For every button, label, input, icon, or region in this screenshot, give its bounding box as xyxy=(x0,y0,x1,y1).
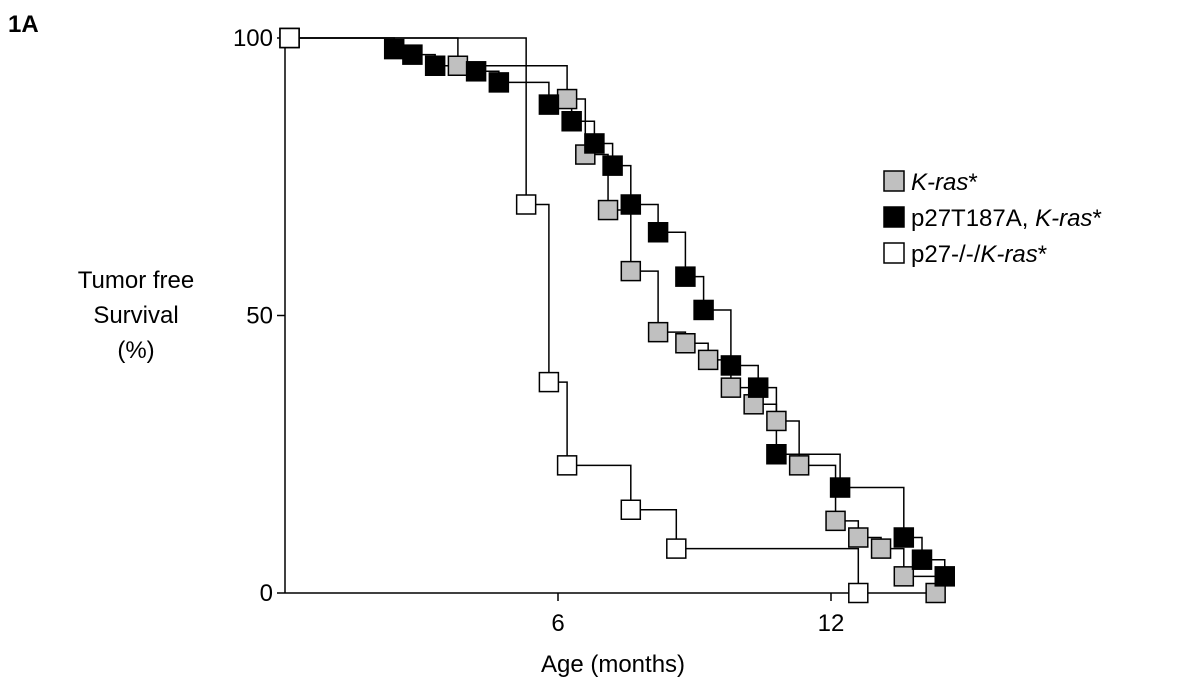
x-tick-label: 6 xyxy=(551,610,564,637)
series-2-marker xyxy=(766,444,787,465)
series-1-marker xyxy=(766,410,787,432)
series-2-marker xyxy=(488,72,510,93)
series-2-marker xyxy=(893,527,915,548)
series-2-marker xyxy=(465,61,487,82)
series-1-marker xyxy=(720,377,742,398)
series-3-marker xyxy=(515,194,537,215)
legend-label-3: p27-/-/K-ras* xyxy=(911,241,1047,268)
series-1-marker xyxy=(620,260,642,282)
x-tick-label: 12 xyxy=(818,610,845,637)
series-1-marker xyxy=(870,538,892,559)
series-2-marker xyxy=(693,299,714,321)
series-2-marker xyxy=(829,477,851,498)
y-axis-label-line-1: Tumor free xyxy=(78,267,194,294)
series-1-marker xyxy=(825,510,846,532)
series-1-marker xyxy=(675,333,696,354)
series-2-marker xyxy=(934,566,955,587)
series-2-marker xyxy=(647,222,669,243)
series-2-marker xyxy=(720,355,742,376)
series-2-marker xyxy=(620,194,642,215)
legend-label-2-part-2: K-ras xyxy=(1035,205,1092,232)
series-2-marker xyxy=(538,94,560,115)
series-1-marker xyxy=(893,566,915,587)
y-ticks: 0 50 100 xyxy=(233,25,285,607)
series-3-marker xyxy=(538,371,560,393)
y-tick-label: 100 xyxy=(233,25,273,52)
legend-swatch-3 xyxy=(883,242,905,264)
series-2-marker xyxy=(402,44,423,65)
series-1-marker xyxy=(697,349,719,371)
series-2-marker xyxy=(561,111,582,132)
series-3-marker xyxy=(279,27,300,49)
series-2-marker xyxy=(602,155,623,176)
series-2-marker xyxy=(383,38,405,60)
series-3-marker xyxy=(666,538,687,559)
y-axis-label-line-3: (%) xyxy=(117,337,154,364)
series-group xyxy=(279,27,955,604)
legend-label-3-part-3: * xyxy=(1038,241,1047,268)
y-axis-label-line-2: Survival xyxy=(93,302,178,329)
series-3-marker xyxy=(556,455,578,476)
legend-label-2: p27T187A, K-ras* xyxy=(911,205,1102,232)
x-ticks: 6 12 xyxy=(551,593,844,637)
series-1-marker xyxy=(556,88,578,110)
legend-swatch-1 xyxy=(883,170,905,192)
legend-label-3-part-1: p27-/-/ xyxy=(911,241,981,268)
series-1-marker xyxy=(597,199,619,221)
legend-label-1-part-1: K-ras xyxy=(911,169,968,196)
legend-label-2-part-3: * xyxy=(1092,205,1101,232)
series-1-marker xyxy=(647,321,669,343)
x-axis-label: Age (months) xyxy=(541,651,685,678)
series-3-marker xyxy=(620,499,642,520)
series-2-marker xyxy=(911,549,933,570)
series-2-marker xyxy=(584,133,605,154)
legend-label-1-part-2: * xyxy=(968,169,977,196)
legend-label-1: K-ras* xyxy=(911,169,978,196)
series-1-marker xyxy=(788,455,810,476)
legend-label-2-part-1: p27T187A, xyxy=(911,205,1035,232)
series-1-marker xyxy=(848,527,869,548)
series-2-marker xyxy=(675,266,696,287)
legend-label-3-part-2: K-ras xyxy=(980,241,1037,268)
series-3-marker xyxy=(848,582,869,604)
y-tick-label: 0 xyxy=(260,580,273,607)
legend: K-ras*p27T187A, K-ras*p27-/-/K-ras* xyxy=(883,169,1102,268)
y-tick-label: 50 xyxy=(246,303,273,330)
series-1-marker xyxy=(447,55,469,76)
series-2-marker xyxy=(424,55,446,76)
panel-label: 1A xyxy=(8,11,39,38)
legend-swatch-2 xyxy=(883,206,905,228)
series-2-marker xyxy=(747,377,769,398)
series-1-line xyxy=(289,37,937,593)
